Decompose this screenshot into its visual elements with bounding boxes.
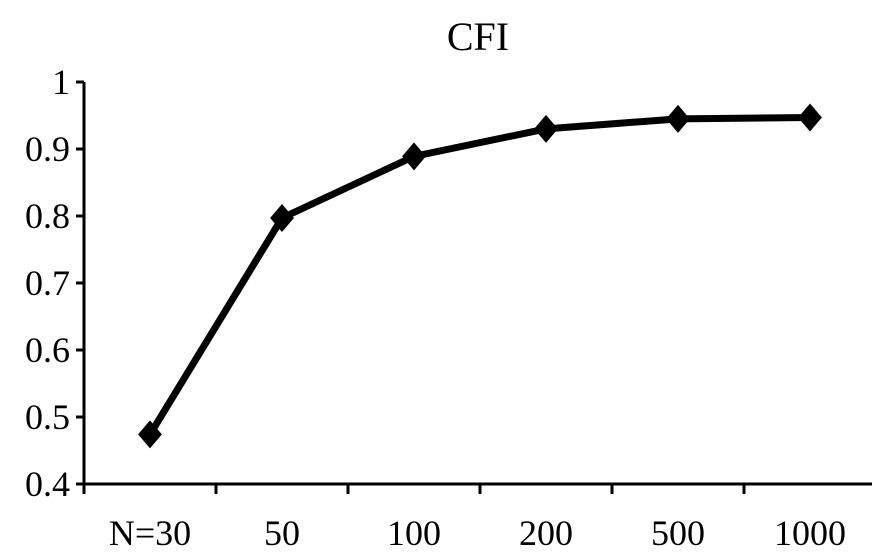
data-point-marker: [534, 114, 558, 143]
y-tick-label: 0.5: [25, 397, 70, 437]
y-tick-label: 0.9: [25, 129, 70, 169]
data-markers: [138, 103, 822, 449]
x-tick-label: 100: [387, 513, 441, 553]
y-tick-label: 0.4: [25, 464, 70, 504]
y-axis-ticks: 0.4 0.5 0.6 0.7 0.8 0.9 1: [25, 62, 84, 504]
data-point-marker: [138, 420, 162, 449]
y-tick-label: 1: [52, 62, 70, 102]
series-line: [146, 114, 814, 438]
y-tick-label: 0.7: [25, 263, 70, 303]
data-point-marker: [666, 104, 690, 133]
y-tick-label: 0.8: [25, 196, 70, 236]
x-tick-label: 1000: [774, 513, 846, 553]
data-point-marker: [402, 142, 426, 171]
data-point-marker: [798, 103, 822, 132]
data-point-marker: [270, 204, 294, 233]
x-tick-label: N=30: [109, 513, 191, 553]
chart-title: CFI: [447, 14, 509, 59]
x-tick-label: 500: [651, 513, 705, 553]
x-tick-label: 50: [264, 513, 300, 553]
y-tick-label: 0.6: [25, 330, 70, 370]
x-axis-ticks: N=30 50 100 200 500 1000: [82, 484, 846, 553]
x-tick-label: 200: [519, 513, 573, 553]
